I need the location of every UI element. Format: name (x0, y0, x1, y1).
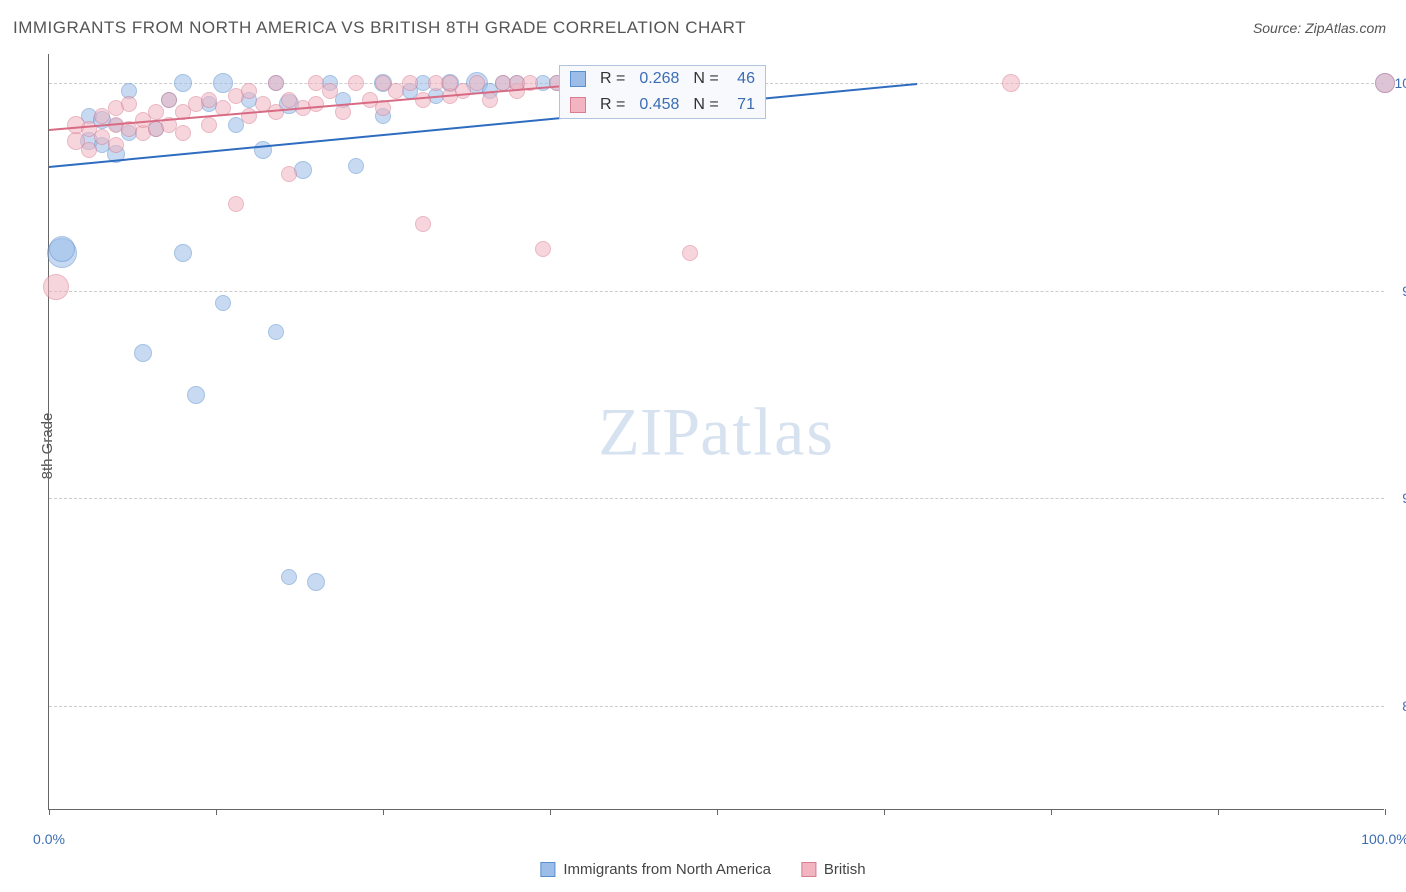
y-tick-label: 90.0% (1390, 490, 1406, 506)
scatter-point-series-0 (254, 141, 272, 159)
scatter-point-series-1 (121, 96, 137, 112)
scatter-point-series-1 (682, 245, 698, 261)
scatter-point-series-1 (43, 274, 69, 300)
scatter-point-series-1 (335, 104, 351, 120)
source-value: ZipAtlas.com (1305, 20, 1386, 36)
gridline-h (49, 291, 1384, 292)
watermark-bold: ZIP (598, 393, 700, 469)
scatter-point-series-0 (187, 386, 205, 404)
x-tick (383, 809, 384, 815)
stats-r-label: R = (600, 70, 625, 88)
scatter-point-series-0 (134, 344, 152, 362)
scatter-point-series-1 (175, 125, 191, 141)
scatter-point-series-1 (268, 75, 284, 91)
y-tick-label: 95.0% (1390, 283, 1406, 299)
source-label: Source: (1253, 20, 1301, 36)
x-tick (1218, 809, 1219, 815)
x-tick (1385, 809, 1386, 815)
scatter-point-series-1 (81, 142, 97, 158)
scatter-point-series-1 (1002, 74, 1020, 92)
stats-swatch (570, 71, 586, 87)
legend-item-series-0: Immigrants from North America (540, 861, 771, 878)
legend-swatch-1 (801, 862, 816, 877)
scatter-point-series-1 (148, 104, 164, 120)
stats-row: R = 0.458 N = 71 (560, 92, 765, 118)
scatter-point-series-1 (1375, 73, 1395, 93)
x-tick-label: 100.0% (1361, 831, 1406, 847)
scatter-point-series-1 (348, 75, 364, 91)
stats-n-value: 71 (733, 96, 755, 114)
legend-label-1: British (824, 861, 866, 878)
stats-r-label: R = (600, 96, 625, 114)
gridline-h (49, 706, 1384, 707)
scatter-point-series-0 (49, 236, 75, 262)
scatter-point-series-1 (415, 216, 431, 232)
stats-r-value: 0.268 (639, 70, 679, 88)
scatter-point-series-0 (174, 74, 192, 92)
scatter-point-series-1 (322, 83, 338, 99)
scatter-point-series-1 (482, 92, 498, 108)
x-tick (49, 809, 50, 815)
x-tick (717, 809, 718, 815)
scatter-point-series-0 (348, 158, 364, 174)
x-tick (550, 809, 551, 815)
gridline-h (49, 498, 1384, 499)
legend-item-series-1: British (801, 861, 866, 878)
stats-row: R = 0.268 N = 46 (560, 66, 765, 92)
scatter-point-series-1 (241, 83, 257, 99)
scatter-point-series-0 (281, 569, 297, 585)
scatter-point-series-1 (108, 137, 124, 153)
watermark-light: atlas (700, 393, 835, 469)
scatter-point-series-1 (415, 92, 431, 108)
x-tick-label: 0.0% (33, 831, 65, 847)
scatter-point-series-1 (308, 96, 324, 112)
bottom-legend: Immigrants from North America British (540, 861, 865, 878)
plot-area: ZIPatlas 85.0%90.0%95.0%100.0%0.0%100.0% (48, 54, 1384, 810)
legend-swatch-0 (540, 862, 555, 877)
scatter-point-series-1 (535, 241, 551, 257)
stats-n-label: N = (693, 96, 718, 114)
y-tick-label: 85.0% (1390, 698, 1406, 714)
scatter-point-series-1 (268, 104, 284, 120)
scatter-point-series-1 (201, 117, 217, 133)
scatter-point-series-0 (215, 295, 231, 311)
stats-r-value: 0.458 (639, 96, 679, 114)
scatter-point-series-0 (307, 573, 325, 591)
x-tick (884, 809, 885, 815)
x-tick (1051, 809, 1052, 815)
chart-title: IMMIGRANTS FROM NORTH AMERICA VS BRITISH… (13, 18, 746, 38)
watermark: ZIPatlas (598, 392, 835, 471)
correlation-stats-box: R = 0.268 N = 46 R = 0.458 N = 71 (559, 65, 766, 119)
stats-n-label: N = (693, 70, 718, 88)
source-attribution: Source: ZipAtlas.com (1253, 20, 1386, 36)
scatter-point-series-1 (469, 75, 485, 91)
stats-n-value: 46 (733, 70, 755, 88)
scatter-point-series-0 (174, 244, 192, 262)
header-row: IMMIGRANTS FROM NORTH AMERICA VS BRITISH… (13, 18, 1386, 38)
scatter-point-series-0 (268, 324, 284, 340)
x-tick (216, 809, 217, 815)
scatter-point-series-1 (281, 166, 297, 182)
stats-swatch (570, 97, 586, 113)
scatter-point-series-1 (161, 92, 177, 108)
legend-label-0: Immigrants from North America (563, 861, 771, 878)
scatter-point-series-1 (228, 196, 244, 212)
scatter-point-series-1 (402, 75, 418, 91)
